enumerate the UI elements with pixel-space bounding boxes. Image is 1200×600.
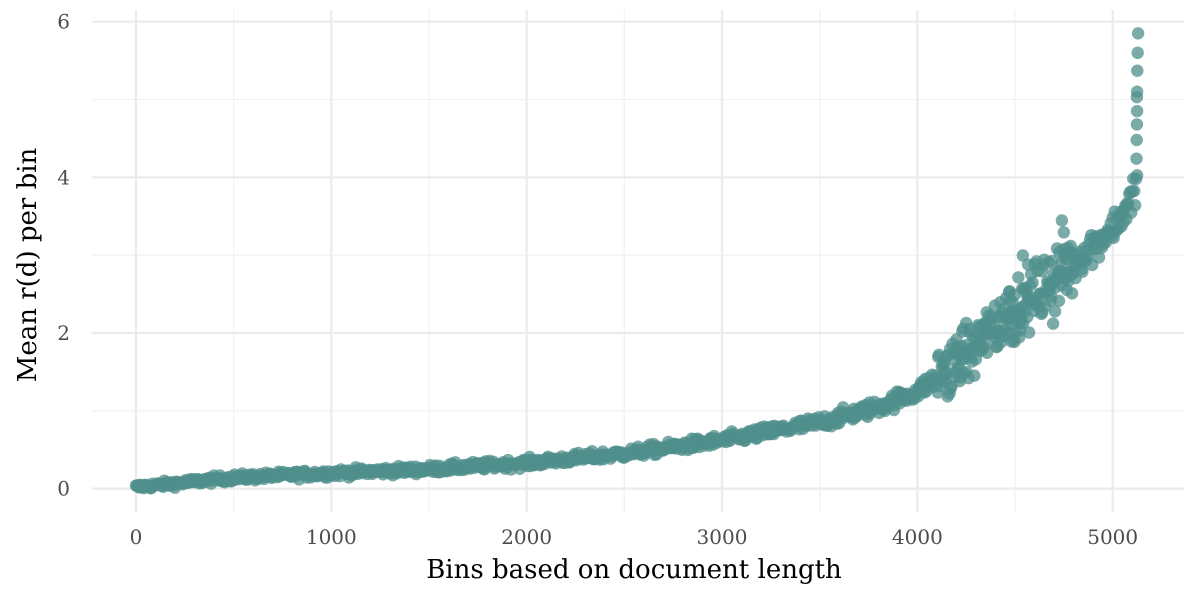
data-point	[1016, 249, 1030, 262]
data-point	[1128, 198, 1142, 212]
data-point	[968, 369, 981, 382]
x-tick-label: 5000	[1087, 525, 1138, 549]
outlier-point	[1130, 90, 1144, 104]
grid	[92, 10, 1184, 512]
data-point	[1022, 326, 1036, 339]
y-tick-label: 4	[57, 165, 70, 189]
y-tick-label: 2	[57, 321, 70, 345]
x-tick-label: 0	[130, 525, 143, 549]
x-tick-label: 3000	[697, 525, 748, 549]
y-tick-label: 6	[57, 10, 70, 34]
x-tick-label: 4000	[892, 525, 943, 549]
data-point	[1076, 265, 1089, 278]
outlier-point	[1131, 27, 1145, 40]
outlier-point	[1130, 133, 1143, 147]
data-point	[1065, 287, 1079, 300]
x-axis-title: Bins based on document length	[426, 555, 842, 585]
x-tick-label: 1000	[306, 525, 357, 549]
data-point	[1057, 226, 1071, 239]
data-points	[129, 27, 1145, 495]
data-point	[1026, 276, 1039, 289]
data-point	[1052, 294, 1066, 308]
data-point	[1046, 317, 1060, 330]
outlier-point	[1130, 152, 1143, 165]
outlier-point	[1131, 46, 1144, 60]
data-point	[1130, 169, 1144, 182]
y-tick-label: 0	[57, 477, 70, 501]
data-point	[1092, 251, 1106, 264]
data-point	[1012, 271, 1025, 284]
outlier-point	[1130, 104, 1144, 118]
x-tick-label: 2000	[501, 525, 552, 549]
data-point	[1048, 305, 1062, 318]
y-axis-title: Mean r(d) per bin	[13, 147, 43, 382]
outlier-point	[1130, 118, 1144, 131]
data-point	[1127, 184, 1141, 198]
outlier-point	[1131, 64, 1144, 77]
data-point	[1055, 214, 1069, 227]
data-point	[980, 346, 994, 360]
tick-labels: 0 1000 2000 3000 4000 5000 0 2 4 6	[57, 10, 1138, 549]
